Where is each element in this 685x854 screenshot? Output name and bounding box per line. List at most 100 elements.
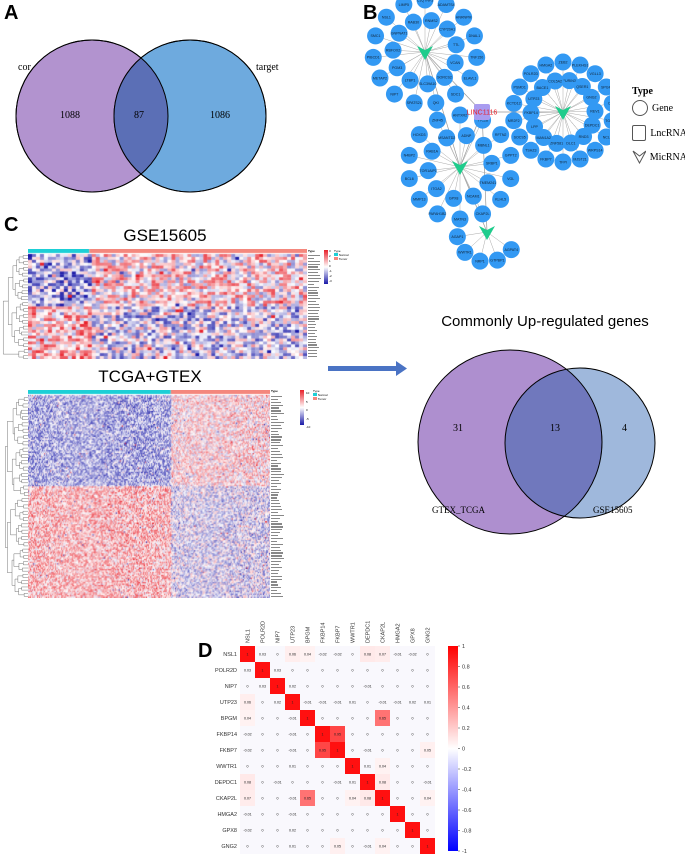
gene-node xyxy=(511,128,529,146)
dendrogram-branch xyxy=(19,550,24,558)
gene-node-label: ELAVL1 xyxy=(464,76,477,80)
correlation-value: 1 xyxy=(412,828,414,832)
correlation-value: 0.02 xyxy=(289,828,296,832)
row-label xyxy=(271,491,280,493)
correlation-value: 0.02 xyxy=(409,700,416,704)
correlation-value: -0.02 xyxy=(333,652,341,656)
row-label xyxy=(308,332,316,334)
correlation-value: 0.65 xyxy=(379,716,386,720)
correlation-value: 0 xyxy=(337,812,339,816)
row-label xyxy=(271,398,278,400)
gene-node-label: ADAMTS4 xyxy=(438,3,455,7)
correlation-cell xyxy=(360,646,375,662)
row-label xyxy=(271,482,282,485)
row-label xyxy=(271,468,281,470)
network-legend: Type Gene LncRNA MicRNA xyxy=(632,86,685,164)
correlation-value: 0 xyxy=(262,812,264,816)
gene-node-label: N4BP2 xyxy=(404,154,415,158)
correlation-cell xyxy=(240,774,255,790)
correlation-value: 1 xyxy=(277,684,279,688)
correlation-value: 0 xyxy=(307,812,309,816)
colorbar-tick-label: 0.8 xyxy=(462,665,470,671)
correlation-value: -0.01 xyxy=(363,684,371,688)
venn-count-overlap: 87 xyxy=(134,110,144,121)
correlation-value: 0 xyxy=(262,844,264,848)
gene-node xyxy=(405,94,423,112)
dendrogram-branch xyxy=(23,517,28,521)
dendrogram-branch xyxy=(22,255,28,259)
gene-node-label: BACE1 xyxy=(537,86,549,90)
gene-node xyxy=(492,190,510,208)
row-label xyxy=(271,529,282,531)
gene-node-label: BCL6 xyxy=(405,177,414,181)
venn-c-label-left: GTEX_TCGA xyxy=(432,505,485,515)
gene-node xyxy=(505,94,523,112)
dendrogram-branch xyxy=(23,343,28,347)
row-label xyxy=(271,465,278,467)
dendrogram-branch xyxy=(7,522,13,573)
row-label xyxy=(271,523,283,525)
row-label xyxy=(271,477,283,479)
correlation-value: 0 xyxy=(412,684,414,688)
gene-node-label: MJST21 xyxy=(573,157,586,161)
row-label xyxy=(271,566,282,569)
legend-title: Type xyxy=(632,86,653,97)
correlation-cell xyxy=(240,694,255,710)
correlation-value: 0.08 xyxy=(364,796,371,800)
tick: -1 xyxy=(329,269,332,273)
dendrogram-branch xyxy=(23,435,28,439)
gene-node xyxy=(447,85,465,103)
correlation-value: 0 xyxy=(322,812,324,816)
dendrogram-branch xyxy=(22,403,28,408)
gene-node-label: COL5A2 xyxy=(548,79,562,83)
correlation-value: 0.04 xyxy=(349,796,356,800)
correlation-value: 0 xyxy=(322,780,324,784)
row-label xyxy=(271,462,281,464)
gene-node xyxy=(483,154,501,172)
row-label xyxy=(308,275,320,277)
correlation-cell xyxy=(420,742,435,758)
gene-node-label: POLR2D xyxy=(524,72,539,76)
correlation-value: 0 xyxy=(412,812,414,816)
correlation-cell xyxy=(360,790,375,806)
gene-node xyxy=(505,112,523,130)
tick: 0 xyxy=(329,264,331,268)
row-label xyxy=(308,312,319,314)
gene-node-label: TOR1AIP1 xyxy=(420,169,437,173)
row-label xyxy=(308,272,318,274)
legend-tumor: Tumor xyxy=(338,257,348,261)
correlation-value: 0 xyxy=(292,668,294,672)
row-label xyxy=(271,555,282,557)
gene-node-label: LIMP5 xyxy=(399,3,409,7)
dendrogram-branch xyxy=(18,588,25,596)
row-label xyxy=(308,301,317,303)
correlation-value: 0 xyxy=(352,668,354,672)
gene-node-label: CKAP2L xyxy=(476,212,490,216)
correlation-value: 0 xyxy=(262,732,264,736)
gene-node xyxy=(471,252,489,270)
v-shape-icon xyxy=(632,150,646,164)
row-label xyxy=(271,546,280,548)
row-label xyxy=(308,277,321,280)
correlation-matrix: NSL1 NSL1 1 0.03 0 0.06 0.04 -0.02 -0.02 0 0.08 0.0… xyxy=(215,621,471,854)
gene-node-label: VCAN xyxy=(450,61,460,65)
correlation-value: 1 xyxy=(382,796,384,800)
gene-node xyxy=(562,134,580,152)
correlation-value: -0.01 xyxy=(363,844,371,848)
row-label: HMGA2 xyxy=(217,812,237,818)
row-label xyxy=(271,450,281,453)
network-edge xyxy=(375,35,426,53)
heatmap-tcga-gtex xyxy=(28,390,270,598)
dendrogram-branch xyxy=(19,449,23,457)
correlation-value: 0.01 xyxy=(289,764,296,768)
row-label xyxy=(308,280,319,282)
gene-node-label: GPPT2 xyxy=(505,154,517,158)
dendrogram-branch xyxy=(18,424,23,431)
gene-node-label: DEPDC1 xyxy=(585,123,600,127)
row-label xyxy=(271,439,281,441)
correlation-value: -0.01 xyxy=(393,652,401,656)
correlation-value: 0.04 xyxy=(244,716,251,720)
correlation-cell xyxy=(375,838,390,854)
gene-node-label: ADNP xyxy=(461,134,472,138)
row-label xyxy=(271,587,281,589)
